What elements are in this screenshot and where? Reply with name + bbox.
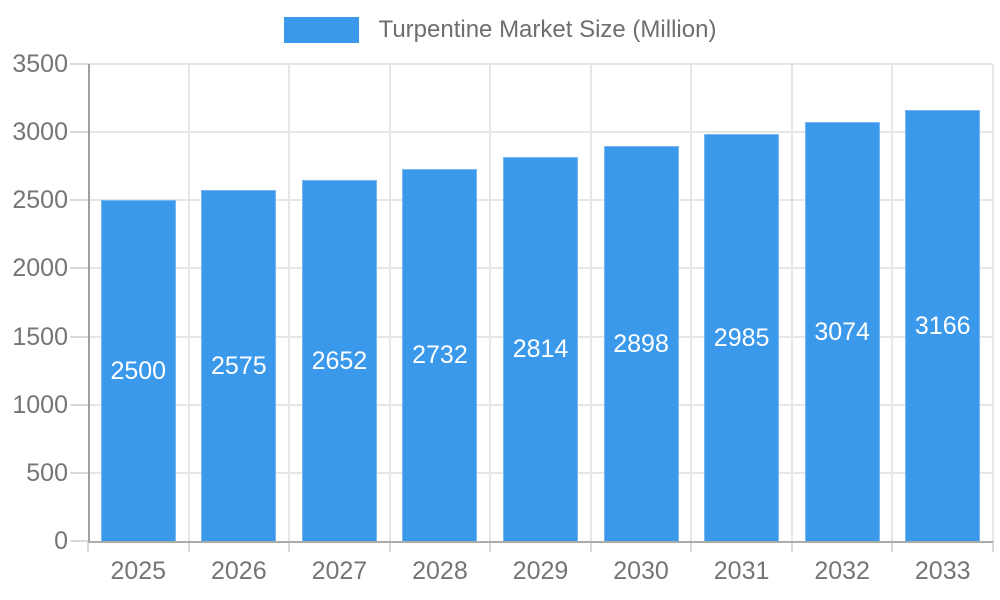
x-axis-label: 2029 — [512, 557, 569, 585]
y-axis-tick — [70, 199, 88, 202]
bar-value-label: 2814 — [512, 335, 569, 363]
x-axis-tick — [992, 541, 994, 552]
plot-area: 2500 2575 2652 2732 2814 2898 2985 3074 3166 — [70, 63, 994, 552]
legend-label: Turpentine Market Size (Million) — [378, 16, 717, 43]
y-axis-label: 3500 — [12, 50, 68, 78]
bar-2027[interactable]: 2652 — [301, 180, 377, 541]
bar-2033[interactable]: 3166 — [905, 110, 981, 541]
y-axis-tick — [70, 540, 88, 542]
x-axis-label: 2032 — [814, 557, 870, 585]
x-axis-label: 2033 — [914, 557, 971, 585]
x-axis-tick — [489, 541, 492, 552]
x-gridline — [992, 64, 994, 541]
bar-value-label: 3166 — [914, 311, 971, 340]
x-axis-tick — [187, 541, 190, 552]
legend-swatch-icon — [283, 17, 359, 43]
bar-2028[interactable]: 2732 — [402, 169, 478, 541]
bar-value-label: 2652 — [311, 346, 368, 375]
y-axis-label: 1500 — [12, 322, 68, 351]
bar-2029[interactable]: 2814 — [503, 157, 578, 541]
bar-value-label: 3074 — [814, 317, 870, 346]
bar-2031[interactable]: 2985 — [704, 134, 780, 541]
y-axis-label: 1000 — [12, 390, 68, 419]
y-axis-tick — [70, 131, 88, 134]
x-gridline — [489, 64, 492, 541]
y-axis-tick — [70, 335, 88, 338]
x-axis-tick — [790, 541, 793, 552]
y-axis-tick — [70, 63, 88, 65]
x-axis-label: 2031 — [713, 557, 770, 585]
y-axis-label: 3000 — [12, 118, 68, 147]
bar-value-label: 2732 — [412, 341, 468, 369]
x-gridline — [288, 64, 291, 541]
x-axis-tick — [388, 541, 391, 552]
y-axis-label: 2000 — [12, 254, 68, 283]
y-axis-tick — [70, 403, 88, 406]
x-axis-tick — [690, 541, 693, 552]
x-gridline — [589, 64, 592, 541]
x-axis-label: 2025 — [110, 557, 167, 585]
x-gridline — [790, 64, 793, 541]
x-gridline — [690, 64, 693, 541]
x-axis-label: 2028 — [412, 557, 468, 585]
x-axis-label: 2027 — [311, 557, 368, 585]
bar-value-label: 2898 — [613, 329, 669, 358]
legend[interactable]: Turpentine Market Size (Million) — [0, 12, 1000, 48]
bar-2025[interactable]: 2500 — [100, 200, 176, 541]
x-axis-tick — [589, 541, 592, 552]
x-gridline — [891, 64, 894, 541]
bar-value-label: 2575 — [211, 351, 267, 380]
bar-value-label: 2500 — [110, 356, 167, 385]
y-axis-label: 0 — [54, 527, 68, 555]
x-gridline — [187, 64, 190, 541]
bar-2026[interactable]: 2575 — [201, 190, 277, 541]
bar-2030[interactable]: 2898 — [603, 146, 679, 541]
x-gridline — [388, 64, 391, 541]
y-gridline — [88, 63, 993, 65]
x-axis-label: 2026 — [211, 557, 267, 585]
bar-2032[interactable]: 3074 — [804, 122, 880, 541]
x-axis-label: 2030 — [613, 557, 669, 585]
y-axis-tick — [70, 267, 88, 270]
x-axis-tick — [891, 541, 894, 552]
y-axis-tick — [70, 471, 88, 474]
x-axis-tick — [87, 541, 89, 552]
y-axis-line — [88, 64, 90, 541]
x-axis-line — [88, 541, 993, 543]
bar-value-label: 2985 — [713, 323, 770, 352]
x-axis-tick — [288, 541, 291, 552]
y-gridline — [88, 131, 993, 134]
y-axis-label: 2500 — [12, 186, 68, 215]
y-axis-label: 500 — [26, 458, 68, 487]
